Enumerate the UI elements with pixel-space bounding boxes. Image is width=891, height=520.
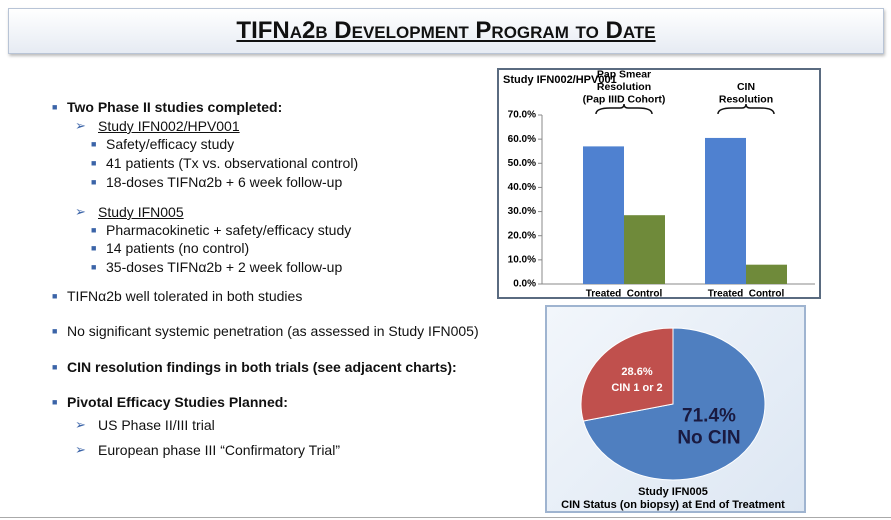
slice-label: CIN 1 or 2 bbox=[611, 382, 662, 394]
footer-line bbox=[0, 517, 891, 518]
bar-chart-panel: Study IFN002/HPV001 0.0% 10.0% 20.0% 30.0% 4… bbox=[497, 68, 821, 300]
y-tick-label: 10.0% bbox=[508, 254, 536, 265]
item: 18-doses TIFNα2b + 6 week follow-up bbox=[106, 174, 343, 190]
group-label: Resolution bbox=[719, 93, 773, 105]
group-label: Pap Smear bbox=[597, 70, 651, 80]
value-label: 28.6% bbox=[621, 366, 652, 378]
bullet-marker: ■ bbox=[52, 102, 58, 112]
bullet-marker: ■ bbox=[52, 397, 58, 407]
x-tick-label: Treated bbox=[708, 289, 744, 297]
brace bbox=[717, 103, 775, 115]
bullet-marker: ■ bbox=[91, 262, 97, 272]
value-label: 71.4% bbox=[682, 406, 736, 427]
item: 35-doses TIFNα2b + 2 week follow-up bbox=[106, 259, 343, 275]
x-tick-label: Control bbox=[627, 289, 663, 297]
arrow-marker: ➢ bbox=[75, 118, 86, 133]
bullet-marker: ■ bbox=[91, 225, 97, 235]
bar bbox=[705, 137, 746, 284]
bullet-marker: ■ bbox=[52, 362, 58, 372]
y-tick-label: 30.0% bbox=[508, 206, 536, 217]
brace bbox=[595, 103, 653, 115]
bullet-marker: ■ bbox=[91, 177, 97, 187]
item: 14 patients (no control) bbox=[106, 240, 250, 256]
x-tick-label: Treated bbox=[586, 289, 622, 297]
sub-bullet: Study IFN002/HPV001 bbox=[98, 118, 240, 134]
sub-bullet: Study IFN005 bbox=[98, 204, 184, 220]
y-tick-label: 50.0% bbox=[508, 158, 536, 169]
bullet: Pivotal Efficacy Studies Planned: bbox=[67, 394, 288, 410]
bullet-marker: ■ bbox=[91, 158, 97, 168]
bullet-marker: ■ bbox=[52, 326, 58, 336]
item: 41 patients (Tx vs. observational contro… bbox=[106, 155, 359, 171]
sub-bullet: US Phase II/III trial bbox=[98, 417, 215, 433]
chart-subtitle: CIN Status (on biopsy) at End of Treatme… bbox=[561, 499, 785, 511]
y-tick-label: 40.0% bbox=[508, 182, 536, 193]
bar bbox=[583, 146, 624, 284]
pie-slice bbox=[582, 327, 766, 481]
bar bbox=[746, 264, 787, 284]
bullet: CIN resolution findings in both trials (… bbox=[67, 359, 457, 375]
bullet: Two Phase II studies completed: bbox=[67, 99, 283, 115]
group-label: (Pap IIID Cohort) bbox=[583, 93, 666, 105]
bullet: No significant systemic penetration (as … bbox=[67, 323, 479, 339]
bullet: TIFNα2b well tolerated in both studies bbox=[67, 288, 303, 304]
bullet-marker: ■ bbox=[91, 139, 97, 149]
slice-label: No CIN bbox=[677, 428, 740, 449]
bar bbox=[624, 215, 665, 284]
group-label: Resolution bbox=[597, 81, 651, 93]
title: TIFNα2b Development Program to Date bbox=[236, 17, 656, 44]
arrow-marker: ➢ bbox=[75, 417, 86, 432]
pie-chart-panel: Study IFN005 CIN Status (on biopsy) at E… bbox=[545, 305, 806, 513]
group-label: CIN bbox=[737, 81, 755, 93]
pie-slice bbox=[580, 327, 674, 422]
bullet-marker: ■ bbox=[52, 291, 58, 301]
bar-chart: Study IFN002/HPV001 0.0% 10.0% 20.0% 30.0% 4… bbox=[503, 68, 815, 300]
chart-title: Study IFN002/HPV001 bbox=[503, 74, 617, 86]
y-tick-label: 70.0% bbox=[508, 110, 536, 121]
y-tick-label: 20.0% bbox=[508, 230, 536, 241]
arrow-marker: ➢ bbox=[75, 442, 86, 457]
item: Pharmacokinetic + safety/efficacy study bbox=[106, 222, 352, 238]
x-tick-label: Control bbox=[749, 289, 785, 297]
y-tick-label: 60.0% bbox=[508, 134, 536, 145]
bullet-marker: ■ bbox=[91, 243, 97, 253]
item: Safety/efficacy study bbox=[106, 136, 235, 152]
title-box: TIFNα2b Development Program to Date bbox=[8, 8, 884, 54]
chart-title: Study IFN005 bbox=[638, 486, 708, 498]
y-tick-label: 0.0% bbox=[513, 279, 536, 290]
pie-chart: Study IFN005 CIN Status (on biopsy) at E… bbox=[561, 327, 785, 511]
sub-bullet: European phase III “Confirmatory Trial” bbox=[98, 442, 340, 458]
arrow-marker: ➢ bbox=[75, 204, 86, 219]
